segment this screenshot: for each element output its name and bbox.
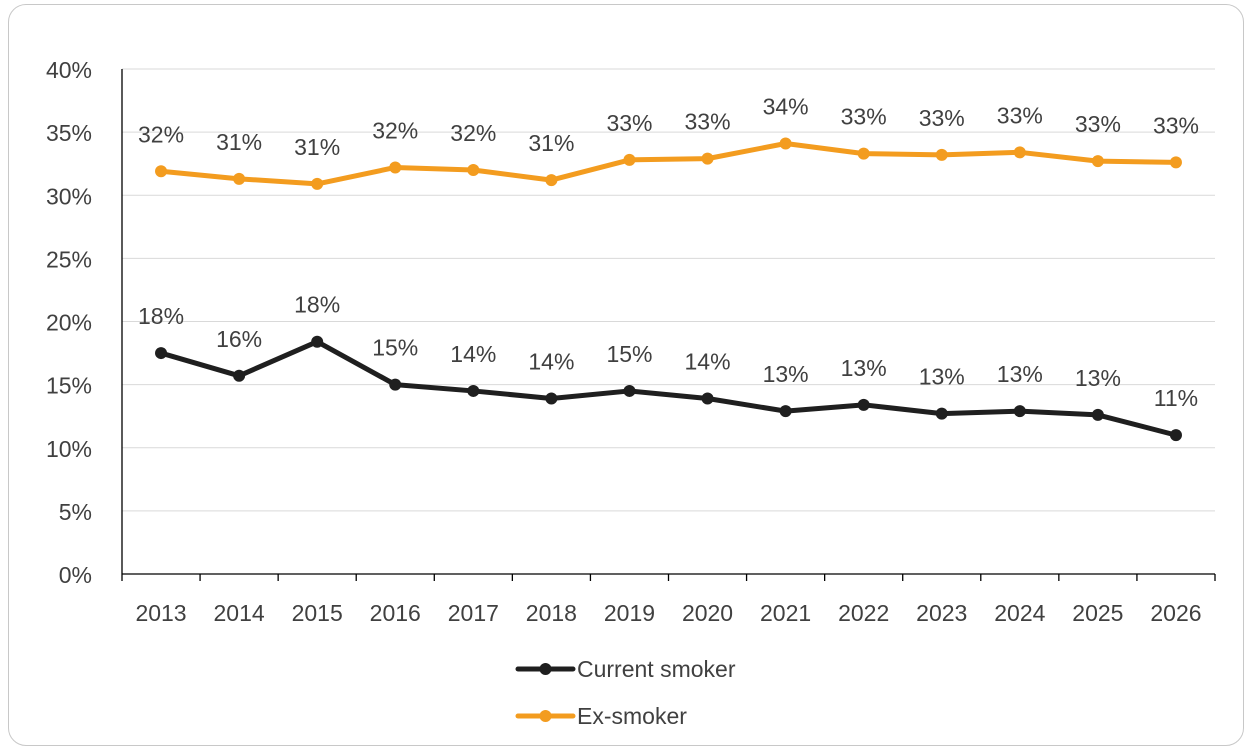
data-point bbox=[1013, 146, 1026, 159]
data-label: 33% bbox=[606, 110, 652, 136]
data-label: 14% bbox=[450, 341, 496, 367]
data-point bbox=[1091, 408, 1104, 421]
legend-marker bbox=[539, 663, 552, 675]
data-label: 33% bbox=[841, 104, 887, 130]
data-point bbox=[701, 392, 714, 405]
data-point bbox=[779, 405, 792, 418]
data-point bbox=[623, 153, 636, 166]
data-point bbox=[389, 378, 402, 391]
x-tick-label: 2014 bbox=[214, 600, 265, 626]
data-point bbox=[545, 392, 558, 405]
data-label: 33% bbox=[997, 102, 1043, 128]
data-point bbox=[233, 172, 246, 185]
data-point bbox=[1169, 429, 1182, 442]
y-tick-label: 15% bbox=[46, 373, 92, 399]
data-label: 16% bbox=[216, 326, 262, 352]
data-label: 13% bbox=[841, 355, 887, 381]
x-tick-label: 2017 bbox=[448, 600, 499, 626]
data-label: 15% bbox=[606, 341, 652, 367]
data-label: 14% bbox=[685, 349, 731, 375]
data-label: 34% bbox=[763, 93, 809, 119]
data-label: 31% bbox=[294, 134, 340, 160]
legend-marker bbox=[539, 710, 552, 722]
data-label: 32% bbox=[372, 117, 418, 143]
data-point bbox=[155, 347, 168, 360]
data-label: 33% bbox=[1075, 111, 1121, 137]
y-tick-label: 35% bbox=[46, 120, 92, 146]
data-point bbox=[857, 147, 870, 160]
y-tick-label: 5% bbox=[59, 499, 92, 525]
chart-panel: 0% 5% 10% 15% 20% 25% 30% 35% 40% 2013 2014 2015 201… bbox=[8, 4, 1244, 746]
data-label: 15% bbox=[372, 335, 418, 361]
data-point bbox=[779, 137, 792, 150]
data-label: 13% bbox=[997, 361, 1043, 387]
data-point bbox=[545, 174, 558, 187]
y-tick-label: 0% bbox=[59, 562, 92, 588]
data-point bbox=[623, 384, 636, 397]
data-label: 11% bbox=[1154, 385, 1198, 411]
line-chart: 0% 5% 10% 15% 20% 25% 30% 35% 40% 2013 2014 2015 201… bbox=[46, 57, 1216, 729]
data-label: 18% bbox=[138, 303, 184, 329]
x-tick-label: 2013 bbox=[135, 600, 186, 626]
y-tick-label: 40% bbox=[46, 57, 92, 83]
data-point bbox=[1091, 155, 1104, 168]
data-label: 32% bbox=[450, 120, 496, 146]
data-label: 32% bbox=[138, 121, 184, 147]
y-tick-label: 20% bbox=[46, 310, 92, 336]
data-point bbox=[233, 369, 246, 382]
data-label: 31% bbox=[216, 129, 262, 155]
data-label: 33% bbox=[919, 105, 965, 131]
data-label: 13% bbox=[919, 364, 965, 390]
x-tick-label: 2016 bbox=[370, 600, 421, 626]
legend-label: Ex-smoker bbox=[577, 703, 687, 729]
data-label: 14% bbox=[528, 349, 574, 375]
x-tick-label: 2018 bbox=[526, 600, 577, 626]
data-label: 13% bbox=[1075, 365, 1121, 391]
data-point bbox=[857, 398, 870, 411]
y-tick-label: 25% bbox=[46, 246, 92, 272]
data-point bbox=[935, 148, 948, 161]
data-point bbox=[467, 164, 480, 176]
data-point bbox=[467, 384, 480, 397]
data-label: 31% bbox=[528, 130, 574, 156]
x-tick-label: 2020 bbox=[682, 600, 733, 626]
data-point bbox=[311, 177, 324, 190]
data-point bbox=[389, 161, 402, 174]
x-tick-label: 2015 bbox=[292, 600, 343, 626]
data-point bbox=[935, 407, 948, 420]
data-point bbox=[311, 335, 324, 348]
data-label: 18% bbox=[294, 292, 340, 318]
data-label: 33% bbox=[1153, 112, 1199, 138]
x-tick-label: 2021 bbox=[760, 600, 811, 626]
x-tick-label: 2026 bbox=[1150, 600, 1201, 626]
data-point bbox=[1013, 405, 1026, 418]
series-line-current-smoker bbox=[158, 339, 1179, 438]
data-point bbox=[701, 152, 714, 165]
x-tick-label: 2025 bbox=[1072, 600, 1123, 626]
x-tick-label: 2022 bbox=[838, 600, 889, 626]
x-tick-label: 2024 bbox=[994, 600, 1045, 626]
y-tick-label: 30% bbox=[46, 183, 92, 209]
x-tick-label: 2023 bbox=[916, 600, 967, 626]
x-tick-label: 2019 bbox=[604, 600, 655, 626]
legend-label: Current smoker bbox=[577, 656, 736, 682]
y-tick-label: 10% bbox=[46, 436, 92, 462]
data-label: 13% bbox=[763, 361, 809, 387]
data-label: 33% bbox=[685, 109, 731, 135]
series-line-ex-smoker bbox=[158, 140, 1179, 187]
data-point bbox=[1169, 156, 1182, 169]
data-point bbox=[155, 165, 168, 178]
